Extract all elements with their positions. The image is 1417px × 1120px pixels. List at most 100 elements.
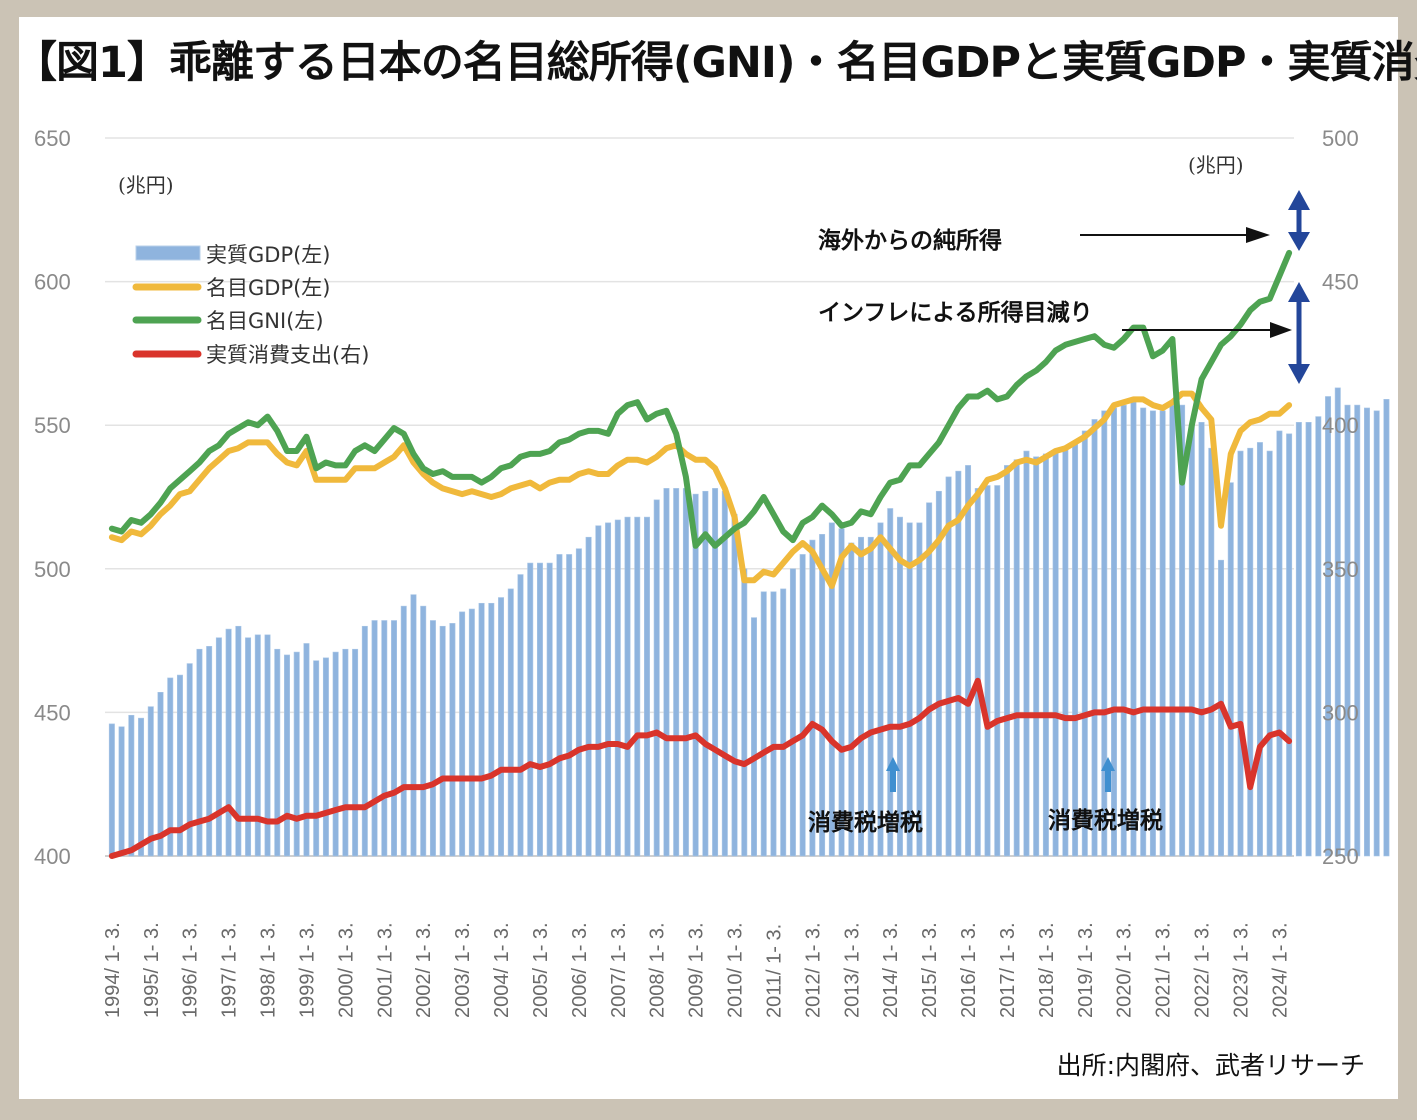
x-tick-label: 1999/ 1- 3.: [296, 922, 318, 1018]
bar-real-gdp: [1227, 482, 1234, 857]
bar-real-gdp: [887, 508, 894, 857]
bar-real-gdp: [828, 522, 835, 857]
x-tick-label: 2005/ 1- 3.: [530, 922, 552, 1018]
bar-real-gdp: [1188, 424, 1195, 857]
y-tick-left: 650: [34, 126, 71, 151]
y-tick-right: 450: [1322, 270, 1359, 295]
bar-real-gdp: [1363, 407, 1370, 857]
bar-real-gdp: [760, 591, 767, 857]
bar-real-gdp: [322, 657, 329, 857]
bar-real-gdp: [254, 634, 261, 857]
x-tick-label: 2020/ 1- 3.: [1114, 922, 1136, 1018]
bar-real-gdp: [176, 674, 183, 857]
y-tick-left: 600: [34, 270, 71, 295]
bar-real-gdp: [274, 648, 281, 857]
x-tick-label: 1994/ 1- 3.: [102, 922, 124, 1018]
bar-real-gdp: [400, 605, 407, 857]
x-tick-label: 2013/ 1- 3.: [841, 922, 863, 1018]
bar-real-gdp: [994, 485, 1001, 857]
series-lines: [108, 249, 1293, 859]
bar-real-gdp: [731, 513, 738, 857]
bar-real-gdp: [264, 634, 271, 857]
bar-real-gdp: [624, 516, 631, 857]
left-unit-label: (兆円): [118, 173, 174, 197]
y-tick-left: 450: [34, 700, 71, 725]
bar-real-gdp: [420, 605, 427, 857]
x-tick-label: 2004/ 1- 3.: [491, 922, 513, 1018]
bar-real-gdp: [1198, 422, 1205, 857]
bar-real-gdp: [225, 628, 232, 857]
bar-real-gdp: [644, 516, 650, 857]
bar-real-gdp: [595, 525, 602, 857]
bar-real-gdp: [284, 654, 290, 857]
x-tick-label: 2009/ 1- 3.: [686, 922, 708, 1018]
bar-real-gdp: [1149, 410, 1156, 857]
bar-real-gdp: [877, 522, 884, 857]
bar-real-gdp: [838, 528, 845, 857]
bar-real-gdp: [206, 646, 213, 857]
bar-real-gdp: [147, 706, 154, 857]
bar-real-gdp: [1101, 410, 1108, 857]
x-tick-label: 2002/ 1- 3.: [413, 922, 435, 1018]
x-tick-label: 2008/ 1- 3.: [647, 922, 669, 1018]
x-tick-label: 2016/ 1- 3.: [958, 922, 980, 1018]
bar-real-gdp: [1023, 450, 1030, 857]
bar-real-gdp: [1315, 416, 1322, 857]
line-real-consumption: [108, 677, 1293, 859]
bar-real-gdp: [1062, 447, 1069, 857]
x-tick-label: 2018/ 1- 3.: [1036, 922, 1058, 1018]
bar-real-gdp: [371, 620, 378, 857]
bar-real-gdp: [1344, 404, 1351, 857]
bar-real-gdp: [527, 562, 534, 857]
bar-real-gdp: [1276, 430, 1283, 857]
arrow-head-inflation-loss-icon: [1270, 322, 1292, 338]
bar-real-gdp: [313, 660, 320, 857]
y-tick-right: 400: [1322, 413, 1359, 438]
bar-real-gdp: [118, 726, 125, 857]
bar-real-gdp: [605, 522, 612, 857]
x-tick-label: 2022/ 1- 3.: [1192, 922, 1214, 1018]
x-tick-label: 2010/ 1- 3.: [725, 922, 747, 1018]
bar-real-gdp: [1033, 456, 1040, 857]
annotation-tax-hike-2019: 消費税増税: [1048, 807, 1163, 834]
bar-real-gdp: [1373, 410, 1380, 857]
bar-real-gdp: [498, 597, 505, 857]
bar-real-gdp: [342, 648, 349, 857]
y-tick-right: 350: [1322, 557, 1359, 582]
y-axis-left: 400 450 500 550 600 650: [34, 126, 71, 869]
annotation-net-foreign-income: 海外からの純所得: [818, 227, 1002, 254]
bar-real-gdp: [1159, 410, 1166, 857]
x-tick-label: 2014/ 1- 3.: [880, 922, 902, 1018]
double-arrow-inflation-gap-icon: [1288, 282, 1310, 384]
y-axis-right: 250 300 350 400 450 500: [1322, 126, 1359, 869]
legend-swatch-real-gdp: [135, 245, 201, 261]
source-note: 出所:内閣府、武者リサーチ: [1056, 1051, 1365, 1080]
bar-real-gdp: [517, 574, 524, 857]
bar-real-gdp: [634, 516, 641, 857]
annotation-inflation-loss: インフレによる所得目減り: [818, 299, 1093, 326]
bar-real-gdp: [867, 536, 874, 857]
bar-real-gdp: [128, 714, 135, 857]
bar-real-gdp: [449, 623, 456, 857]
x-tick-label: 2019/ 1- 3.: [1075, 922, 1097, 1018]
y-tick-left: 550: [34, 413, 71, 438]
bar-real-gdp: [809, 539, 816, 857]
bar-real-gdp: [965, 465, 972, 857]
bar-real-gdp: [459, 611, 466, 857]
bar-real-gdp: [1354, 404, 1361, 857]
bar-real-gdp: [896, 516, 903, 857]
bar-real-gdp: [819, 534, 826, 857]
line-nominal-gdp: [108, 390, 1293, 589]
bar-real-gdp: [293, 651, 300, 857]
x-axis: 1994/ 1- 3. 1995/ 1- 3. 1996/ 1- 3. 1997/ 1…: [102, 922, 1292, 1018]
bar-real-gdp: [1247, 447, 1254, 857]
bar-real-gdp: [1237, 450, 1244, 857]
bar-real-gdp: [429, 620, 436, 857]
x-tick-label: 2006/ 1- 3.: [569, 922, 591, 1018]
x-tick-label: 1998/ 1- 3.: [258, 922, 280, 1018]
bar-real-gdp: [1334, 387, 1341, 857]
bar-real-gdp: [352, 648, 359, 857]
bar-real-gdp: [575, 548, 582, 857]
bar-real-gdp: [935, 490, 942, 857]
legend-label-real-consumption: 実質消費支出(右): [206, 343, 369, 367]
